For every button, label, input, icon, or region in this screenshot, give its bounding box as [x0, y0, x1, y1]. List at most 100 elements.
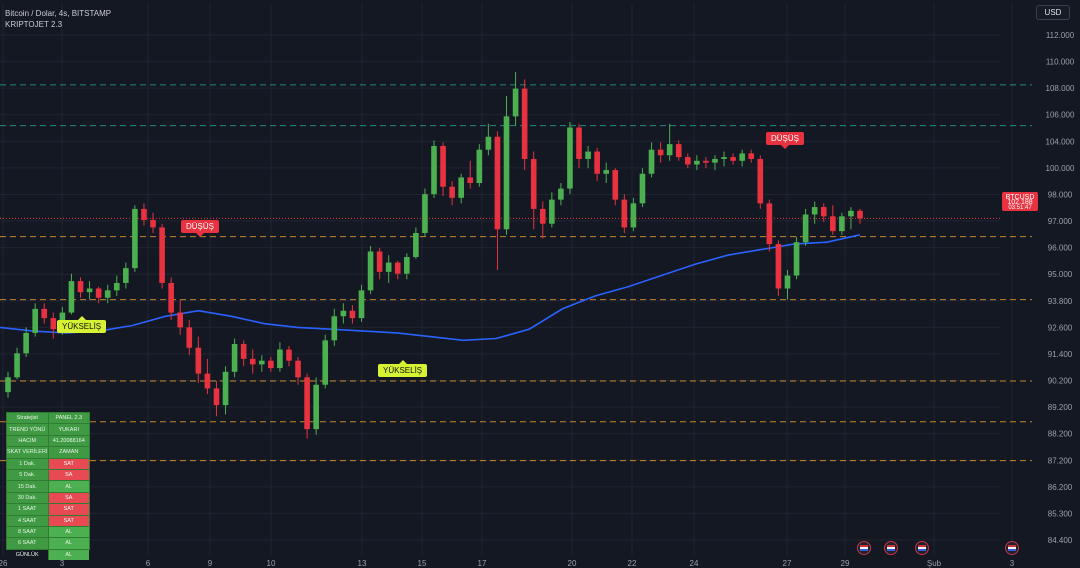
price-axis-label: 100.000 [1046, 164, 1075, 173]
candle-body [141, 208, 147, 221]
last-price-value: 102.188 [1007, 199, 1033, 206]
candle-body [249, 358, 256, 365]
price-axis-label: 90.200 [1048, 377, 1073, 386]
candle-body [295, 360, 301, 378]
currency-button[interactable]: USD [1036, 5, 1070, 20]
candle-body [811, 207, 818, 215]
candle-body [748, 153, 755, 159]
candle-body [494, 136, 501, 230]
time-axis-label: 9 [208, 559, 213, 568]
price-axis-label: 88.200 [1048, 430, 1073, 439]
candle-body [123, 268, 129, 283]
info-panel-row: 1 SAAT SAT [7, 504, 89, 516]
time-axis-label: 27 [783, 559, 792, 568]
candle-body [367, 251, 374, 291]
candle-body [539, 208, 546, 224]
info-panel-row: 1 Dak. SAT [7, 458, 89, 470]
candle-body [657, 149, 664, 156]
candle-body [684, 157, 691, 165]
indicator-title[interactable]: KRIPTOJET 2.3 [5, 20, 63, 29]
time-axis-label: 6 [146, 559, 151, 568]
info-panel-row: TREND YÖNÜ YUKARI [7, 424, 90, 436]
candle-body [503, 116, 510, 230]
price-axis-label: 86.200 [1048, 483, 1073, 492]
candle-body [231, 344, 238, 372]
candle-body [68, 281, 75, 313]
candle-body [567, 127, 573, 189]
event-flag-icon[interactable] [884, 541, 898, 555]
candle-body [476, 149, 483, 184]
signal-buy-2: YÜKSELİŞ [378, 360, 428, 377]
candle-body [485, 136, 492, 150]
info-panel-value: SAT [47, 504, 89, 515]
info-panel-label: 15 Dak. [17, 483, 37, 490]
candle-body [222, 371, 229, 406]
candle-body [104, 290, 111, 298]
time-axis-label: 15 [418, 559, 427, 568]
candle-body [440, 145, 446, 187]
signal-sell-1: DÜŞÜŞ [181, 220, 220, 237]
candle-body [32, 308, 39, 333]
candle-body [376, 251, 383, 272]
candle-body [775, 244, 782, 289]
candle-body [86, 288, 93, 293]
info-panel-value: ZAMAN [47, 447, 90, 458]
price-axis-label: 104.000 [1046, 137, 1075, 146]
candle-body [113, 282, 120, 291]
last-price-tag: BTCUSD 102.188 03:51:47 [1002, 192, 1038, 211]
info-panel-row: 15 Dak. AL [7, 481, 89, 493]
info-panel-label: 4 SAAT [17, 517, 37, 524]
candle-body [304, 377, 310, 430]
info-panel-value: SAT [47, 458, 89, 469]
candle-body [730, 157, 736, 161]
candle-body [14, 353, 20, 378]
candle-body [277, 349, 283, 369]
info-panel-value: AL [47, 526, 89, 538]
info-panel-label: 1 Dak. [19, 460, 36, 467]
info-panel-value: AL [47, 549, 89, 561]
info-panel-label: 6 SAAT [17, 540, 37, 547]
info-panel-label: 30 Dak. [17, 494, 37, 501]
info-panel-row: Stratejist PANEL 2.3 [7, 413, 89, 425]
info-panel-row: 8 SAAT AL [7, 526, 89, 539]
candle-body [449, 186, 455, 198]
info-panel-value: SA [47, 469, 89, 481]
candle-body [5, 377, 11, 393]
candle-body [268, 360, 274, 369]
price-axis-label: 92.600 [1048, 323, 1073, 332]
candle-body [585, 151, 591, 159]
candle-body [530, 158, 537, 209]
time-axis-label: 17 [478, 559, 487, 568]
event-flag-icon[interactable] [1005, 541, 1019, 555]
candle-body [177, 312, 184, 328]
last-price-symbol: BTCUSD [1005, 194, 1035, 201]
candle-body [23, 332, 29, 354]
time-axis-label: Şub [927, 559, 942, 568]
candle-body [703, 160, 709, 163]
chart-symbol-title[interactable]: Bitcoin / Dolar, 4s, BITSTAMP [5, 9, 112, 18]
info-panel-label: Stratejist [16, 415, 38, 422]
candle-body [331, 316, 338, 341]
info-panel-value: SAT [47, 515, 89, 526]
event-flag-icon[interactable] [915, 541, 929, 555]
price-axis-label: 91.400 [1048, 350, 1073, 359]
price-axis-label: 110.000 [1046, 58, 1075, 67]
candle-body [458, 177, 465, 198]
info-panel-label: HACIM [18, 437, 37, 444]
strategy-info-panel: Stratejist PANEL 2.3 TREND YÖNÜ YUKARI HACIM… [6, 412, 90, 561]
candle-body [340, 310, 347, 317]
time-axis-label: 24 [690, 559, 699, 568]
info-panel-row: GÜNLÜK AL [7, 549, 89, 561]
candle-body [802, 214, 809, 243]
info-panel-label: 5 Dak. [19, 472, 36, 479]
event-flag-icon[interactable] [857, 541, 871, 555]
candle-body [195, 347, 202, 374]
candle-body [168, 282, 174, 313]
info-panel-row: 5 Dak. SA [7, 469, 89, 482]
candle-body [512, 88, 519, 117]
info-panel-row: SKAT VERİLERİ ZAMAN [7, 447, 90, 459]
candle-body [159, 227, 165, 283]
price-axis-label: 112.000 [1046, 31, 1075, 40]
info-panel-value: YUKARI [47, 424, 90, 435]
